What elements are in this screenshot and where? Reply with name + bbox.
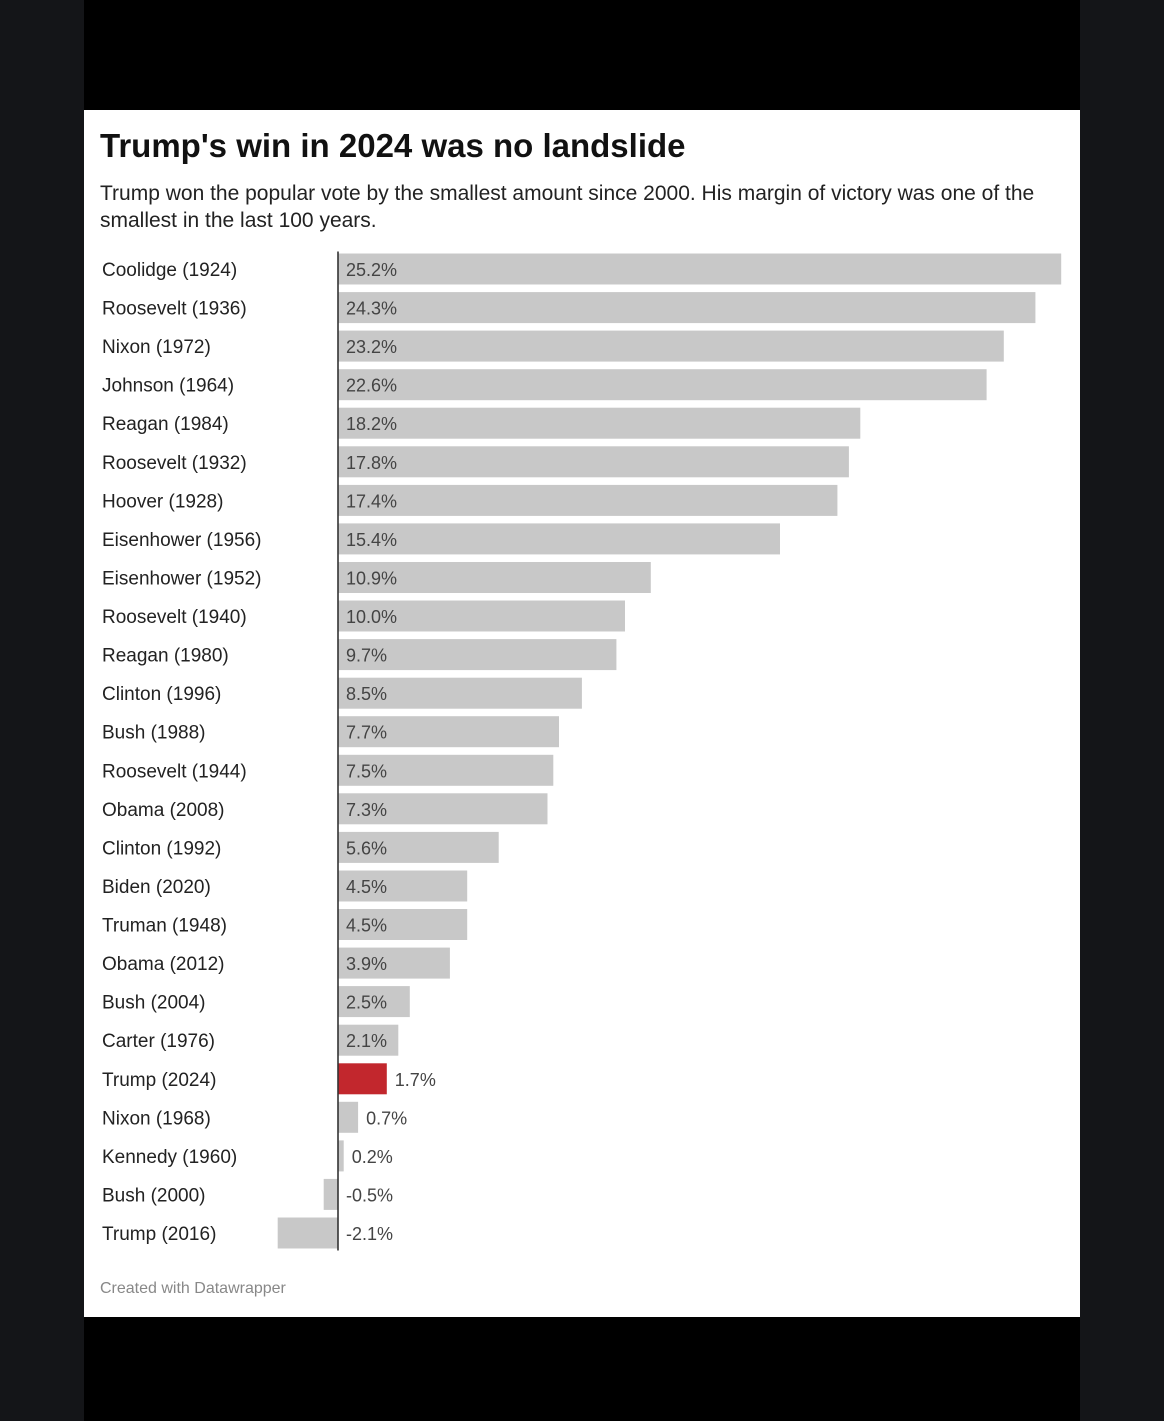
- category-label: Carter (1976): [102, 1031, 215, 1052]
- bar-roosevelt-1944: [338, 754, 554, 786]
- bar-trump-2016: [277, 1217, 338, 1249]
- left-border: [0, 0, 84, 1421]
- bar-obama-2012: [338, 947, 450, 979]
- value-label: -0.5%: [346, 1185, 393, 1205]
- category-label: Reagan (1984): [102, 414, 229, 435]
- value-label: 0.2%: [352, 1147, 393, 1167]
- chart-title: Trump's win in 2024 was no landslide: [100, 127, 686, 164]
- value-label: 0.7%: [366, 1108, 407, 1128]
- category-label: Nixon (1972): [102, 337, 211, 358]
- category-label: Bush (2004): [102, 993, 206, 1014]
- value-label: 22.6%: [346, 376, 397, 396]
- value-label: 23.2%: [346, 337, 397, 357]
- bar-roosevelt-1936: [338, 292, 1036, 324]
- category-label: Roosevelt (1940): [102, 607, 247, 628]
- value-label: 18.2%: [346, 414, 397, 434]
- value-label: 17.4%: [346, 491, 397, 511]
- value-label: 7.5%: [346, 761, 387, 781]
- category-label: Bush (1988): [102, 723, 206, 744]
- bars-group: [277, 253, 1062, 1249]
- bar-bush-1988: [338, 716, 559, 748]
- value-label: 5.6%: [346, 838, 387, 858]
- value-label: 2.5%: [346, 993, 387, 1013]
- chart-subtitle: Trump won the popular vote by the smalle…: [100, 182, 1035, 232]
- bar-bush-2000: [323, 1178, 338, 1210]
- value-label: 24.3%: [346, 299, 397, 319]
- category-label: Bush (2000): [102, 1185, 206, 1206]
- category-label: Nixon (1968): [102, 1108, 211, 1129]
- category-label: Kennedy (1960): [102, 1147, 237, 1168]
- bar-eisenhower-1952: [338, 562, 651, 593]
- value-label: 9.7%: [346, 646, 387, 666]
- category-label: Biden (2020): [102, 877, 211, 898]
- category-label: Truman (1948): [102, 916, 227, 937]
- bar-hoover-1928: [338, 484, 838, 516]
- category-label: Coolidge (1924): [102, 260, 237, 281]
- value-label: 7.7%: [346, 723, 387, 743]
- bar-truman-1948: [338, 909, 468, 940]
- value-label: 4.5%: [346, 877, 387, 897]
- category-label: Obama (2012): [102, 954, 225, 975]
- datawrapper-credit: Created with Datawrapper: [100, 1280, 286, 1297]
- bar-reagan-1984: [338, 407, 861, 439]
- category-label: Eisenhower (1956): [102, 530, 261, 551]
- bar-obama-2008: [338, 793, 548, 825]
- category-label: Reagan (1980): [102, 646, 229, 667]
- bar-roosevelt-1940: [338, 600, 625, 632]
- bar-kennedy-1960: [338, 1140, 344, 1172]
- category-label: Clinton (1996): [102, 684, 221, 705]
- bar-nixon-1968: [338, 1101, 359, 1133]
- value-label: 17.8%: [346, 453, 397, 473]
- category-label: Johnson (1964): [102, 376, 234, 397]
- bar-trump-2024: [338, 1063, 387, 1095]
- category-label: Obama (2008): [102, 800, 225, 821]
- value-label: 4.5%: [346, 916, 387, 936]
- category-label: Hoover (1928): [102, 491, 223, 512]
- bar-biden-2020: [338, 870, 468, 902]
- value-label: 7.3%: [346, 800, 387, 820]
- bar-chart: Coolidge (1924) Roosevelt (1936) Nixon (19…: [102, 251, 1062, 1251]
- bar-clinton-1992: [338, 831, 499, 863]
- category-label: Roosevelt (1932): [102, 453, 247, 474]
- category-label: Clinton (1992): [102, 838, 221, 859]
- bar-reagan-1980: [338, 639, 617, 671]
- bar-carter-1976: [338, 1024, 399, 1056]
- value-label: 2.1%: [346, 1031, 387, 1051]
- value-label: 10.0%: [346, 607, 397, 627]
- right-border: [1080, 0, 1164, 1421]
- bar-coolidge-1924: [338, 253, 1062, 285]
- chart-card: Trump's win in 2024 was no landslide Tru…: [84, 110, 1080, 1317]
- category-label: Trump (2024): [102, 1070, 216, 1091]
- bar-clinton-1996: [338, 677, 582, 709]
- category-label: Trump (2016): [102, 1224, 216, 1245]
- bar-roosevelt-1932: [338, 446, 849, 478]
- category-label: Roosevelt (1944): [102, 761, 247, 782]
- bar-nixon-1972: [338, 330, 1004, 362]
- value-label: 15.4%: [346, 530, 397, 550]
- value-label: 3.9%: [346, 954, 387, 974]
- value-label: 8.5%: [346, 684, 387, 704]
- value-label: -2.1%: [346, 1224, 393, 1244]
- value-label: 1.7%: [395, 1070, 436, 1090]
- bar-johnson-1964: [338, 369, 987, 401]
- value-labels-group: 25.2% 24.3% 23.2% 22.6% 18.2% 17.8% 17.4% 15.4%…: [346, 260, 436, 1244]
- bar-bush-2004: [338, 986, 410, 1018]
- category-label: Eisenhower (1952): [102, 569, 261, 590]
- value-label: 25.2%: [346, 260, 397, 280]
- category-label: Roosevelt (1936): [102, 299, 247, 320]
- category-labels-group: Coolidge (1924) Roosevelt (1936) Nixon (19…: [102, 260, 261, 1245]
- value-label: 10.9%: [346, 569, 397, 589]
- bar-eisenhower-1956: [338, 523, 780, 555]
